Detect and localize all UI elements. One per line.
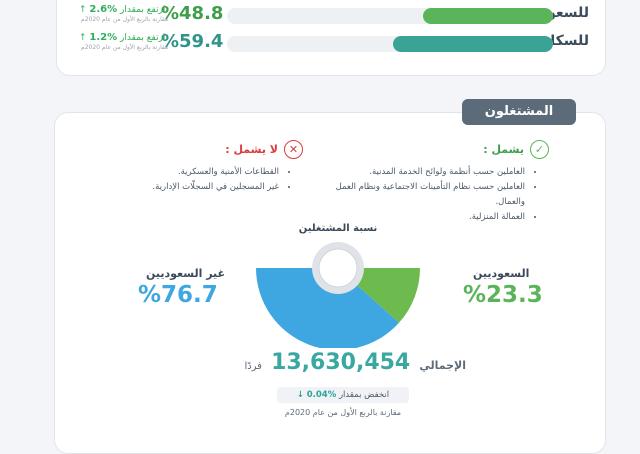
arrow-up-icon: ↑ — [79, 33, 87, 43]
total-employed: الإجمالي 13,630,454 فردًا — [236, 350, 466, 375]
list-item: غير المسجلين في السجلّات الإدارية. — [113, 180, 279, 195]
decrease-value: %0.04 — [306, 390, 337, 400]
list-item: العمالة المنزلية. — [309, 210, 525, 225]
pie-slice-non-saudis — [256, 268, 399, 348]
excludes-title: لا يشمل : — [225, 143, 278, 156]
ratio-row-saudis: للسعوديين %48.8 ارتفع بمقدار %2.6 ↑ مقار… — [57, 3, 605, 29]
saudi-percentage: %23.3 — [463, 282, 543, 308]
arrow-up-icon: ↑ — [79, 5, 87, 15]
progress-track — [227, 36, 553, 52]
saudi-label: السعوديين — [473, 267, 530, 280]
chart-hub-inner — [318, 248, 358, 288]
arrow-down-icon: ↓ — [296, 390, 305, 400]
close-icon: ✕ — [284, 140, 303, 159]
list-item: العاملين حسب أنظمة ولوائح الخدمة المدنية… — [309, 165, 525, 180]
chart-title: نسبة المشتغلين — [298, 223, 378, 234]
total-label: الإجمالي — [419, 359, 466, 372]
non-saudi-label: غير السعوديين — [146, 267, 226, 280]
change-note: مقارنة بالربع الأول من عام 2020م — [81, 44, 169, 51]
total-value: 13,630,454 — [271, 350, 411, 375]
row-percentage: %59.4 — [161, 31, 224, 52]
progress-track — [227, 8, 553, 24]
includes-section: ✓ يشمل : العاملين حسب أنظمة ولوائح الخدم… — [309, 140, 549, 225]
excludes-section: ✕ لا يشمل : القطاعات الأمنية والعسكرية. … — [113, 140, 303, 195]
change-note: مقارنة بالربع الأول من عام 2020م — [81, 16, 169, 23]
non-saudi-percentage: %76.7 — [138, 282, 218, 308]
check-icon: ✓ — [530, 140, 549, 159]
decrease-badge: انخفض بمقدار %0.04 ↓ — [277, 387, 409, 403]
employment-pie-chart — [256, 242, 420, 348]
excludes-header: ✕ لا يشمل : — [113, 140, 303, 159]
row-percentage: %48.8 — [161, 3, 224, 24]
decrease-text: انخفض بمقدار — [338, 390, 390, 400]
includes-list: العاملين حسب أنظمة ولوائح الخدمة المدنية… — [309, 165, 549, 225]
excludes-list: القطاعات الأمنية والعسكرية. غير المسجلين… — [113, 165, 303, 195]
change-value: %2.6 — [89, 4, 118, 15]
total-unit: فردًا — [244, 361, 262, 372]
change-text: ارتفع بمقدار — [120, 33, 166, 43]
list-item: العاملين حسب نظام التأمينات الاجتماعية و… — [309, 180, 525, 210]
progress-fill — [393, 36, 553, 52]
population-ratio-card: للسعوديين %48.8 ارتفع بمقدار %2.6 ↑ مقار… — [56, 0, 606, 76]
change-value: %1.2 — [89, 32, 118, 43]
ratio-row-population: للسكان %59.4 ارتفع بمقدار %1.2 ↑ مقارنة … — [57, 31, 605, 57]
change-text: ارتفع بمقدار — [120, 5, 166, 15]
section-title: المشتغلون — [462, 99, 576, 125]
includes-title: يشمل : — [483, 143, 524, 156]
includes-header: ✓ يشمل : — [309, 140, 549, 159]
decrease-note: مقارنة بالربع الأول من عام 2020م — [284, 408, 402, 417]
change-badge: ارتفع بمقدار %2.6 ↑ — [79, 4, 165, 15]
list-item: القطاعات الأمنية والعسكرية. — [113, 165, 279, 180]
progress-fill — [422, 8, 553, 24]
change-badge: ارتفع بمقدار %1.2 ↑ — [79, 32, 165, 43]
